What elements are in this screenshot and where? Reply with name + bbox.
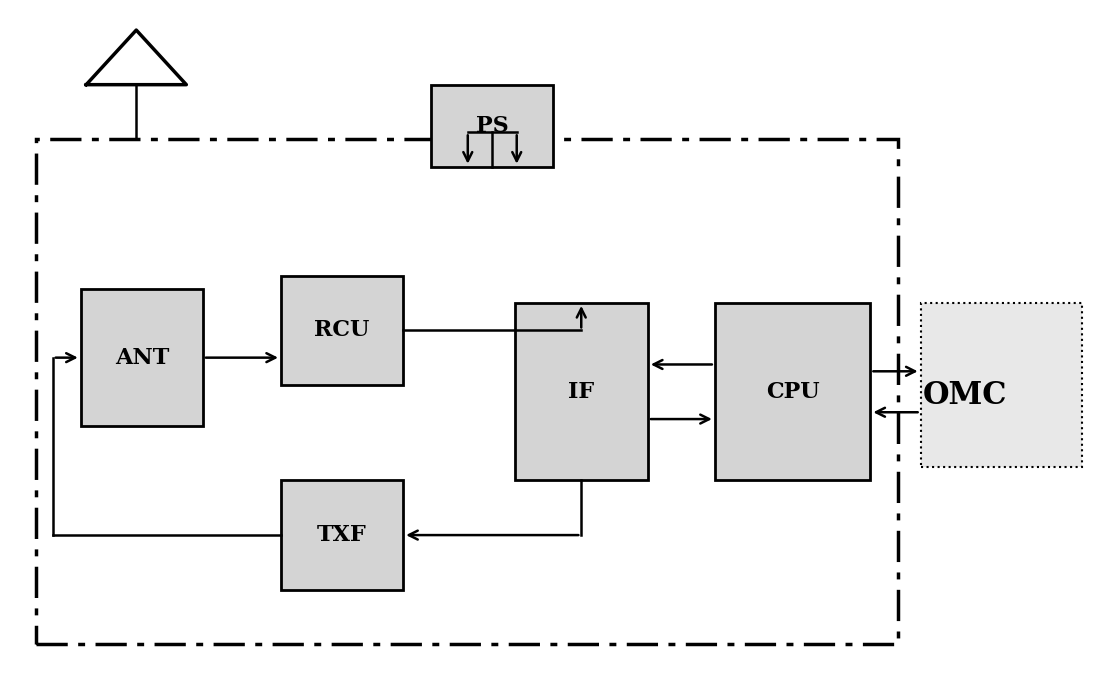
- Bar: [80, 290, 203, 426]
- Bar: [281, 480, 404, 590]
- Bar: [714, 303, 871, 480]
- Text: CPU: CPU: [766, 380, 819, 402]
- Bar: [281, 276, 404, 385]
- Text: TXF: TXF: [318, 524, 367, 546]
- Text: ANT: ANT: [115, 347, 169, 369]
- Bar: [36, 139, 898, 644]
- Text: PS: PS: [476, 115, 509, 137]
- Bar: [432, 85, 553, 166]
- Text: IF: IF: [568, 380, 595, 402]
- Text: OMC: OMC: [922, 380, 1007, 411]
- Bar: [514, 303, 648, 480]
- Bar: [920, 303, 1082, 467]
- Text: RCU: RCU: [314, 319, 370, 341]
